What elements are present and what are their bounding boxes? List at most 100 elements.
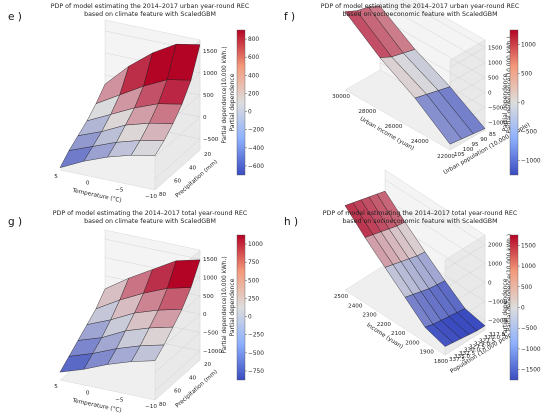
colorbar-tick-label: 500: [248, 278, 259, 284]
y-tick-label: 20: [204, 362, 212, 368]
colorbar-tick-label: 750: [248, 260, 259, 266]
z-gridline: [379, 2, 486, 83]
y-tick-label: 90: [480, 137, 488, 143]
y-tick-label: 100: [463, 147, 474, 153]
surface-mesh: [344, 5, 486, 145]
colorbar-tick-label: −500: [521, 326, 537, 332]
z-tick-label: 1500: [488, 46, 503, 52]
x-tick-label: 2000: [405, 340, 420, 346]
z-tick-label: 1000: [203, 276, 218, 282]
colorbar-tick-label: 0: [521, 101, 525, 107]
x-tick-label: 30000: [332, 94, 350, 100]
y-tick-label: 40: [189, 165, 197, 171]
y-tick-label: 105: [454, 152, 465, 158]
chart-title: based on climate feature with ScaledGBM: [84, 11, 216, 18]
colorbar-tick-label: 0: [521, 306, 525, 312]
y-tick-label: 80: [159, 402, 167, 408]
colorbar-tick-label: 500: [521, 72, 532, 78]
surface-cell: [167, 43, 201, 81]
y-tick-label: 80: [159, 192, 167, 198]
x-tick-label: 2100: [391, 331, 406, 337]
surface-cell: [438, 86, 486, 134]
surface-mesh: [59, 259, 201, 373]
y-tick-label: 20: [204, 152, 212, 158]
y-tick-label: 337.5: [449, 357, 465, 363]
x-tick-label: 2400: [348, 303, 363, 309]
z-tick-label: 0: [203, 115, 207, 121]
z-tick-label: 2000: [488, 243, 503, 249]
colorbar-tick-label: −1500: [521, 368, 541, 374]
colorbar-tick-label: 1000: [521, 264, 536, 270]
x-tick-label: −10: [145, 404, 157, 410]
z-tick-label: −1000: [488, 121, 507, 127]
z-tick-label: 0: [488, 91, 492, 97]
colorbar-tick-label: 200: [248, 91, 259, 97]
z-tick-label: −1000: [488, 300, 507, 306]
colorbar-label: Partial dependence: [502, 278, 509, 336]
panel-label: f ): [284, 11, 295, 23]
colorbar-tick-label: 400: [248, 73, 259, 79]
z-tick-label: 1500: [203, 49, 218, 55]
z-tick-label: 1000: [203, 71, 218, 77]
colorbar-tick-label: 0: [248, 315, 252, 321]
colorbar-tick-label: −200: [248, 128, 264, 134]
colorbar: [236, 29, 246, 176]
colorbar-tick-label: −500: [248, 351, 264, 357]
panel-e: 50−5−10 80604020−500050010001500Temperatu…: [8, 3, 264, 204]
x-tick-label: 5: [54, 174, 58, 180]
y-tick-label: 320.0: [484, 335, 500, 341]
surface-cell: [456, 308, 486, 331]
z-gridline: [384, 198, 486, 289]
chart-title: based on climate feature with ScaledGBM: [84, 218, 216, 225]
colorbar-label: Partial dependence: [229, 73, 236, 131]
chart-title: PDP of model estimating the 2014–2017 ur…: [321, 3, 520, 10]
colorbar-tick-label: 600: [248, 55, 259, 61]
panel-g: 50−5−10 80604020−1000−500050010001500Temp…: [8, 210, 264, 414]
colorbar-tick-label: 1000: [248, 242, 263, 248]
chart-title: PDP of model estimating the 2014–2017 to…: [53, 210, 248, 217]
x-tick-label: 24000: [411, 139, 429, 145]
y-tick-label: 95: [472, 142, 480, 148]
panel-label: g ): [8, 216, 22, 228]
z-tick-label: −500: [488, 106, 504, 112]
y-tick-label: 60: [174, 179, 182, 185]
x-tick-label: 2200: [377, 322, 392, 328]
z-tick-label: 500: [203, 294, 214, 300]
colorbar-tick-label: 250: [248, 296, 259, 302]
colorbar-tick-label: −1000: [521, 159, 541, 165]
z-tick-label: 1500: [203, 257, 218, 263]
y-tick-label: 322.5: [479, 338, 495, 344]
x-tick-label: 5: [54, 384, 58, 390]
z-tick-label: 500: [488, 76, 499, 82]
z-gridline: [379, 17, 486, 98]
colorbar: [236, 234, 246, 381]
chart-title: PDP of model estimating the 2014–2017 to…: [323, 210, 518, 217]
colorbar-tick-label: −250: [248, 333, 264, 339]
colorbar: [509, 29, 519, 176]
colorbar-tick-label: 800: [248, 37, 259, 43]
surface-cell: [167, 259, 201, 289]
colorbar-label: Partial dependence: [502, 73, 509, 131]
x-tick-label: 22000: [437, 154, 455, 160]
chart-title: based on socioeconomic feature with Scal…: [342, 11, 497, 18]
x-tick-label: 1900: [420, 350, 435, 356]
z-tick-label: −500: [203, 137, 219, 143]
x-tick-label: 26000: [385, 124, 403, 130]
colorbar-tick-label: −750: [248, 369, 264, 375]
colorbar: [509, 234, 519, 381]
colorbar-tick-label: −600: [248, 164, 264, 170]
colorbar-tick-label: −1000: [521, 347, 541, 353]
x-tick-label: 0: [86, 181, 90, 187]
y-tick-label: 85: [489, 132, 497, 138]
z-tick-label: 1000: [488, 61, 503, 67]
colorbar-tick-label: 0: [248, 110, 252, 116]
x-tick-label: 2300: [362, 313, 377, 319]
y-tick-label: 60: [174, 389, 182, 395]
x-tick-label: 0: [86, 391, 90, 397]
z-tick-label: −1000: [203, 349, 222, 355]
colorbar-tick-label: −500: [521, 130, 537, 136]
z-tick-label: 0: [203, 312, 207, 318]
colorbar-tick-label: 500: [521, 285, 532, 291]
